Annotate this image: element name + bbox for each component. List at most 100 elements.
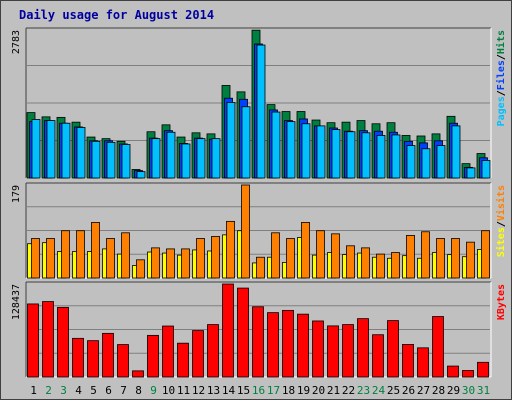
bar-kbytes-day-18	[282, 309, 294, 378]
bar-pages-day-13	[211, 138, 221, 179]
ymax-label: 179	[11, 185, 22, 203]
bar-kbytes-day-9	[147, 334, 159, 378]
bar-pages-day-2	[46, 120, 56, 179]
bar-kbytes-day-25	[387, 320, 399, 378]
bar-pages-day-9	[151, 138, 161, 179]
bar-pages-day-27	[421, 148, 431, 179]
bar-kbytes-day-22	[342, 324, 354, 378]
legend-pages-files-hits: Pages/Files/Hits	[495, 30, 507, 126]
x-tick-label: 2	[45, 384, 52, 397]
bar-kbytes-day-28	[432, 316, 444, 378]
bar-sites-day-7	[121, 232, 130, 279]
bar-kbytes-day-24	[372, 334, 384, 378]
x-tick-label: 30	[462, 384, 475, 397]
bar-sites-day-8	[136, 259, 145, 279]
bar-sites-day-4	[76, 230, 85, 279]
legend-kbytes: KBytes	[496, 284, 507, 320]
bar-kbytes-day-2	[42, 301, 54, 378]
x-tick-label: 17	[267, 384, 280, 397]
bar-kbytes-day-4	[72, 337, 84, 378]
legend-entry: /	[496, 90, 507, 96]
bar-pages-day-28	[436, 145, 446, 179]
bar-kbytes-day-26	[402, 344, 414, 378]
bar-sites-day-16	[256, 256, 265, 279]
bar-pages-day-17	[271, 111, 281, 179]
bar-pages-day-10	[166, 131, 176, 179]
bar-sites-day-9	[151, 247, 160, 279]
bar-kbytes-day-17	[267, 312, 279, 378]
bar-sites-day-17	[271, 232, 280, 279]
chart-title: Daily usage for August 2014	[19, 8, 214, 22]
bar-sites-day-24	[376, 253, 385, 279]
bar-pages-day-26	[406, 145, 416, 179]
bar-sites-day-1	[31, 238, 40, 279]
bar-pages-day-4	[76, 127, 86, 179]
bar-sites-day-10	[166, 248, 175, 279]
bar-kbytes-day-6	[102, 332, 114, 378]
x-tick-label: 19	[297, 384, 310, 397]
bar-pages-day-24	[376, 135, 386, 179]
bar-sites-day-11	[181, 248, 190, 279]
bar-pages-day-11	[181, 143, 191, 179]
legend-entry: /	[496, 54, 507, 60]
legend-entry: Files	[495, 60, 507, 90]
bar-pages-day-15	[241, 106, 251, 179]
legend-entry: Pages	[496, 96, 507, 126]
bar-sites-day-2	[46, 238, 55, 279]
bar-sites-day-28	[436, 238, 445, 279]
bar-pages-day-31	[481, 160, 491, 179]
bar-kbytes-day-13	[207, 324, 219, 378]
bar-pages-day-19	[301, 123, 311, 179]
bar-pages-day-14	[226, 102, 236, 179]
x-tick-label: 26	[402, 384, 415, 397]
x-tick-label: 29	[447, 384, 460, 397]
bar-pages-day-20	[316, 125, 326, 179]
bar-pages-day-16	[256, 44, 266, 179]
bar-kbytes-day-16	[252, 306, 264, 378]
bar-pages-day-6	[106, 141, 116, 179]
bar-kbytes-day-12	[192, 330, 204, 378]
bar-pages-day-21	[331, 129, 341, 179]
x-tick-label: 12	[192, 384, 205, 397]
bar-kbytes-day-29	[447, 365, 459, 378]
bar-pages-day-18	[286, 121, 296, 179]
bar-pages-day-22	[346, 131, 356, 179]
bar-pages-day-30	[466, 167, 476, 179]
bar-kbytes-day-1	[27, 303, 39, 378]
x-tick-label: 23	[357, 384, 370, 397]
bar-sites-day-6	[106, 238, 115, 279]
bar-pages-day-8	[136, 171, 146, 179]
bar-kbytes-day-3	[57, 306, 69, 378]
bar-kbytes-day-21	[327, 325, 339, 378]
bar-sites-day-18	[286, 238, 295, 279]
legend-sites-visits: Sites/Visits	[495, 185, 507, 257]
legend-entry: Hits	[495, 30, 507, 54]
bar-sites-day-27	[421, 231, 430, 279]
bar-sites-day-13	[211, 236, 220, 279]
x-tick-label: 6	[105, 384, 112, 397]
x-tick-label: 25	[387, 384, 400, 397]
bar-sites-day-19	[301, 222, 310, 279]
bar-sites-day-26	[406, 234, 415, 279]
bar-pages-day-3	[61, 122, 71, 179]
x-tick-label: 9	[150, 384, 157, 397]
bar-sites-day-3	[61, 230, 70, 279]
bar-kbytes-day-30	[462, 370, 474, 378]
bar-pages-day-29	[451, 125, 461, 179]
bar-pages-day-5	[91, 140, 101, 179]
bar-pages-day-23	[361, 132, 371, 179]
bar-sites-day-30	[466, 241, 475, 279]
legend-entry: /	[496, 221, 507, 227]
x-tick-label: 16	[252, 384, 265, 397]
x-tick-label: 4	[75, 384, 82, 397]
x-tick-label: 3	[60, 384, 67, 397]
legend-entry: Sites	[495, 227, 507, 257]
bar-kbytes-day-20	[312, 320, 324, 378]
bar-kbytes-day-7	[117, 344, 129, 378]
x-tick-label: 10	[162, 384, 175, 397]
x-tick-label: 27	[417, 384, 430, 397]
bar-sites-day-5	[91, 222, 100, 279]
x-tick-label: 20	[312, 384, 325, 397]
